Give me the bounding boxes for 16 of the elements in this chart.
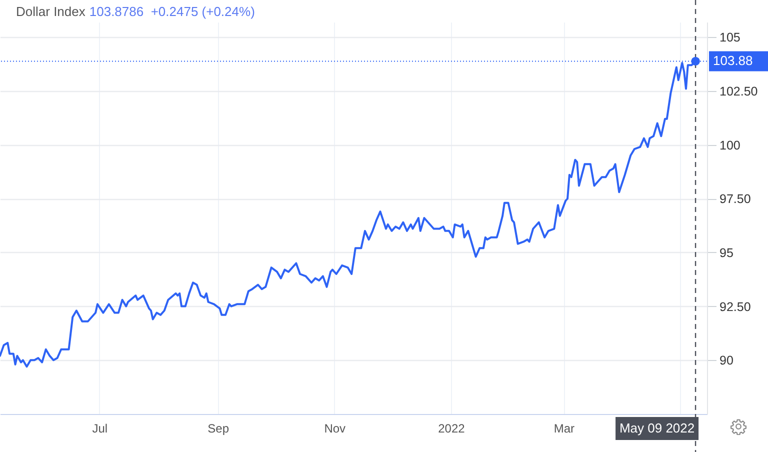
- ref-line-label: 103.88: [713, 53, 753, 68]
- x-tick-label: Nov: [324, 422, 346, 436]
- x-tick-label: 2022: [438, 422, 466, 436]
- x-tick-label: Jul: [92, 422, 108, 436]
- ref-line-label: May 09 2022: [619, 420, 695, 436]
- y-tick-label: 100: [720, 138, 740, 152]
- x-tick-label: Mar: [554, 422, 575, 436]
- y-tick-label: 90: [720, 354, 734, 368]
- x-tick-label: Sep: [208, 422, 230, 436]
- chart-title: Dollar Index: [16, 4, 86, 19]
- y-tick-label: 97.50: [720, 192, 751, 206]
- y-tick-label: 105: [720, 30, 740, 45]
- y-tick-label: 92.50: [720, 300, 751, 314]
- chart-subtitle: 103.8786 +0.2475 (+0.24%): [89, 4, 255, 19]
- y-tick-label: 95: [720, 246, 734, 260]
- y-tick-label: 102.50: [720, 84, 758, 98]
